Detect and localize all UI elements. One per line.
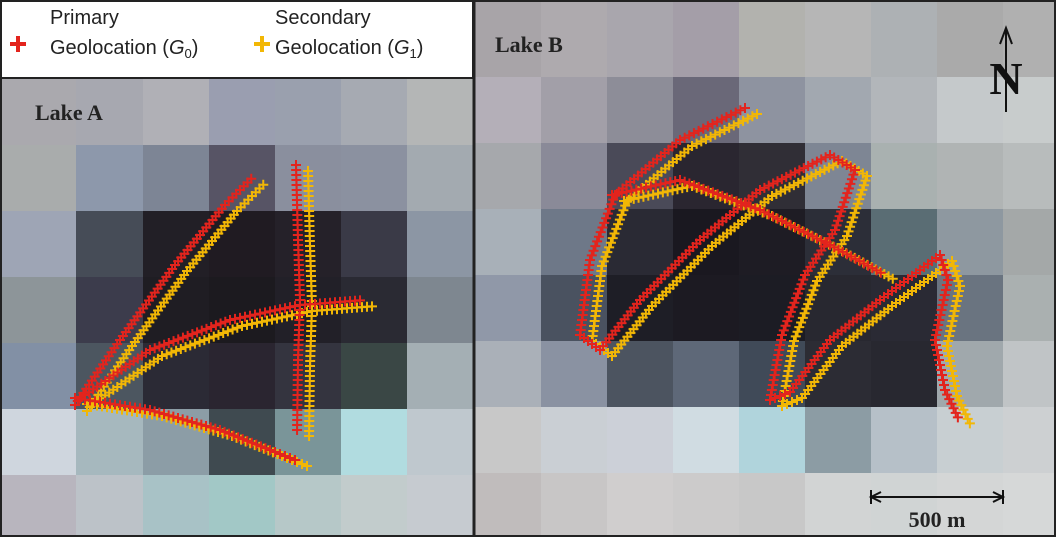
pixel <box>871 143 937 209</box>
pixel <box>607 473 673 537</box>
figure: PrimaryGeolocation (G0)SecondaryGeolocat… <box>0 0 1056 537</box>
legend-variable: G <box>394 37 410 59</box>
pixel <box>1003 407 1056 473</box>
pixel <box>143 475 209 537</box>
pixel <box>0 277 76 343</box>
pixel <box>871 0 937 77</box>
pixel <box>209 211 275 277</box>
pixel <box>0 475 76 537</box>
pixel <box>475 209 541 275</box>
pixel <box>1003 143 1056 209</box>
legend-line1: Secondary <box>275 7 371 29</box>
pixel <box>541 77 607 143</box>
pixel <box>407 211 473 277</box>
pixel <box>341 78 407 145</box>
pixel <box>739 77 805 143</box>
pixel <box>0 211 76 277</box>
pixel <box>143 78 209 145</box>
pixel <box>673 0 739 77</box>
pixel <box>0 343 76 409</box>
pixel <box>673 77 739 143</box>
pixel <box>275 78 341 145</box>
pixel <box>143 145 209 211</box>
pixel <box>739 473 805 537</box>
pixel <box>341 409 407 475</box>
pixel <box>937 407 1003 473</box>
pixel <box>1003 209 1056 275</box>
pixel <box>407 475 473 537</box>
pixel <box>673 407 739 473</box>
pixel <box>607 341 673 407</box>
pixel <box>673 341 739 407</box>
legend-text: ) <box>192 37 199 59</box>
pixel <box>76 409 143 475</box>
pixel <box>1003 473 1056 537</box>
pixel <box>673 473 739 537</box>
pixel <box>76 211 143 277</box>
pixel <box>541 143 607 209</box>
pixel <box>673 275 739 341</box>
pixel <box>341 475 407 537</box>
legend-line2: Geolocation (G0) <box>50 37 198 61</box>
pixel <box>541 407 607 473</box>
pixel <box>341 277 407 343</box>
legend-subscript: 0 <box>185 46 192 61</box>
pixel <box>871 407 937 473</box>
north-label: N <box>989 53 1022 104</box>
pixel-grids <box>0 0 1056 537</box>
legend-text: Geolocation ( <box>50 37 169 59</box>
pixel <box>209 78 275 145</box>
pixel <box>341 211 407 277</box>
scale-label: 500 m <box>909 507 966 532</box>
pixel <box>475 473 541 537</box>
pixel <box>209 475 275 537</box>
legend-subscript: 1 <box>410 46 417 61</box>
pixel <box>607 407 673 473</box>
pixel <box>805 407 871 473</box>
pixel <box>407 277 473 343</box>
pixel <box>739 407 805 473</box>
pixel <box>341 145 407 211</box>
pixel <box>0 409 76 475</box>
legend-text: ) <box>417 37 424 59</box>
pixel <box>1003 341 1056 407</box>
panel-label: Lake A <box>35 100 103 125</box>
legend-text: Geolocation ( <box>275 37 394 59</box>
pixel <box>871 77 937 143</box>
pixel <box>209 145 275 211</box>
pixel <box>805 0 871 77</box>
pixel <box>475 143 541 209</box>
pixel <box>407 78 473 145</box>
pixel <box>76 475 143 537</box>
pixel <box>475 341 541 407</box>
pixel <box>805 473 871 537</box>
pixel <box>275 475 341 537</box>
pixel <box>76 145 143 211</box>
pixel <box>0 145 76 211</box>
pixel <box>407 409 473 475</box>
legend-line1: Primary <box>50 7 119 29</box>
pixel <box>407 145 473 211</box>
pixel <box>607 0 673 77</box>
panel-label: Lake B <box>495 32 563 57</box>
pixel <box>407 343 473 409</box>
pixel <box>607 77 673 143</box>
pixel <box>1003 275 1056 341</box>
pixel <box>739 0 805 77</box>
legend-line2: Geolocation (G1) <box>275 37 423 61</box>
pixel <box>805 77 871 143</box>
pixel <box>475 407 541 473</box>
pixel <box>541 473 607 537</box>
legend-variable: G <box>169 37 185 59</box>
pixel <box>475 77 541 143</box>
pixel <box>209 343 275 409</box>
pixel <box>871 341 937 407</box>
pixel <box>341 343 407 409</box>
pixel <box>937 143 1003 209</box>
pixel <box>76 277 143 343</box>
pixel <box>475 275 541 341</box>
